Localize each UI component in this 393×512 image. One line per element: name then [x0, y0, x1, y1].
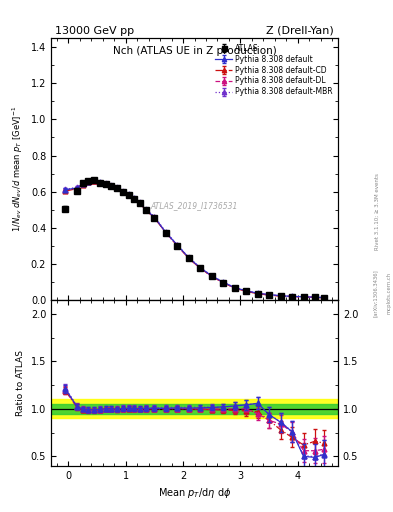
Text: ATLAS_2019_I1736531: ATLAS_2019_I1736531 [151, 201, 238, 210]
Legend: ATLAS, Pythia 8.308 default, Pythia 8.308 default-CD, Pythia 8.308 default-DL, P: ATLAS, Pythia 8.308 default, Pythia 8.30… [212, 40, 336, 99]
Y-axis label: Ratio to ATLAS: Ratio to ATLAS [16, 350, 25, 416]
Text: Z (Drell-Yan): Z (Drell-Yan) [266, 26, 334, 36]
Text: mcplots.cern.ch: mcplots.cern.ch [387, 272, 391, 314]
Y-axis label: $1/N_{ev}$ $dN_{ev}/d$ mean $p_T$ [GeV]$^{-1}$: $1/N_{ev}$ $dN_{ev}/d$ mean $p_T$ [GeV]$… [11, 106, 25, 232]
Text: [arXiv:1306.3436]: [arXiv:1306.3436] [373, 269, 378, 317]
Text: 13000 GeV pp: 13000 GeV pp [55, 26, 134, 36]
X-axis label: Mean $p_T$/d$\eta$ d$\phi$: Mean $p_T$/d$\eta$ d$\phi$ [158, 486, 231, 500]
Text: Nch (ATLAS UE in Z production): Nch (ATLAS UE in Z production) [113, 46, 276, 56]
Text: Rivet 3.1.10; ≥ 3.3M events: Rivet 3.1.10; ≥ 3.3M events [375, 173, 380, 250]
